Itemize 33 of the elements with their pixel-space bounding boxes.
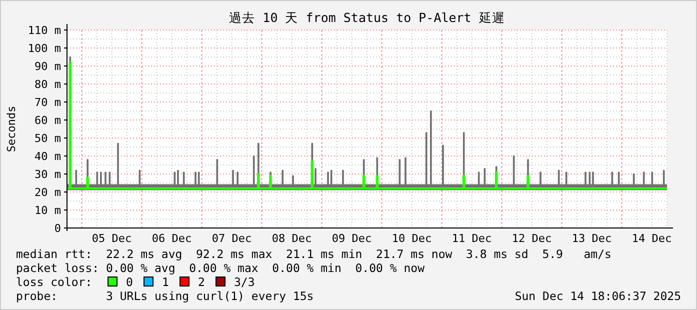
- y-tick-label: 90 m: [34, 60, 62, 73]
- text: probe: 3 URLs using curl(1) every 15s: [16, 289, 314, 303]
- text: 3/3: [234, 275, 255, 289]
- text: median rtt: 22.2 ms avg 92.2 ms max 21.1 ms min 21.7 ms now 3.8 ms sd 5.9 am/s: [16, 247, 612, 261]
- y-tick-label: 20 m: [34, 186, 62, 199]
- text: 2: [198, 275, 205, 289]
- x-tick-label: 11 Dec: [452, 232, 492, 245]
- x-tick-label: 05 Dec: [92, 232, 132, 245]
- text: packet loss: 0.00 % avg 0.00 % max 0.00 % min 0.00 % now: [16, 261, 425, 275]
- x-tick-label: 10 Dec: [392, 232, 432, 245]
- text: Sun Dec 14 18:06:37 2025: [514, 289, 681, 303]
- y-tick-label: 40 m: [34, 150, 62, 163]
- y-tick-label: 70 m: [34, 96, 62, 109]
- text: loss color:: [16, 275, 92, 289]
- y-tick-label: 10 m: [34, 204, 62, 217]
- chart-title: 過去 10 天 from Status to P-Alert 延遲: [229, 10, 505, 25]
- text: 1: [162, 275, 169, 289]
- y-axis-title: Seconds: [5, 106, 18, 152]
- y-tick-label: 50 m: [34, 132, 62, 145]
- y-tick-label: 30 m: [34, 168, 62, 181]
- x-tick-label: 12 Dec: [512, 232, 552, 245]
- y-tick-label: 80 m: [34, 78, 62, 91]
- x-tick-label: 08 Dec: [272, 232, 312, 245]
- text: 0: [126, 275, 133, 289]
- x-tick-label: 09 Dec: [332, 232, 372, 245]
- y-tick-label: 100 m: [28, 42, 62, 55]
- x-tick-label: 07 Dec: [212, 232, 252, 245]
- x-tick-label: 06 Dec: [152, 232, 192, 245]
- x-tick-label: 13 Dec: [572, 232, 612, 245]
- y-tick-label: 0: [54, 222, 61, 235]
- x-tick-label: 14 Dec: [632, 232, 672, 245]
- y-tick-label: 60 m: [34, 114, 62, 127]
- y-tick-label: 110 m: [28, 24, 62, 37]
